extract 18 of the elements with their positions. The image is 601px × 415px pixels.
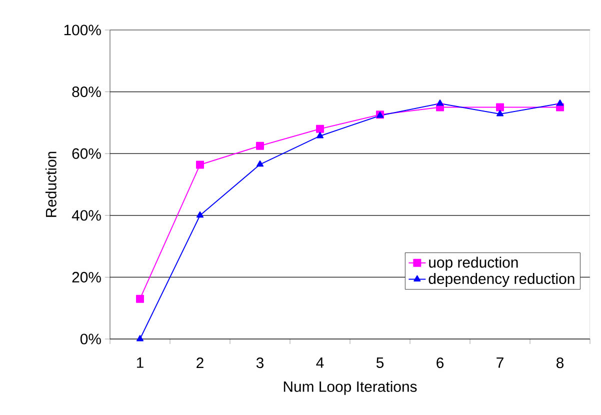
y-tick-label: 20% (72, 272, 101, 282)
y-tick-label: 80% (72, 86, 101, 98)
x-tick-label: 3 (256, 358, 264, 368)
x-axis-title: Num Loop Iterations (284, 380, 417, 395)
x-tick-label: 4 (316, 358, 324, 368)
y-axis-title: Reduction (45, 152, 56, 217)
legend-label: uop reduction (429, 256, 518, 271)
y-tick-label: 100% (64, 24, 101, 36)
x-tick-label: 7 (496, 358, 504, 368)
x-tick-label: 6 (436, 358, 444, 368)
legend-label: dependency reduction (428, 273, 574, 287)
x-tick-label: 5 (376, 358, 384, 368)
y-tick-label: 60% (72, 148, 101, 159)
x-tick-label: 1 (136, 358, 144, 368)
y-tick-label: 0% (80, 334, 101, 344)
x-tick-label: 8 (556, 358, 564, 368)
y-tick-label: 40% (72, 210, 101, 221)
x-tick-label: 2 (196, 358, 204, 368)
